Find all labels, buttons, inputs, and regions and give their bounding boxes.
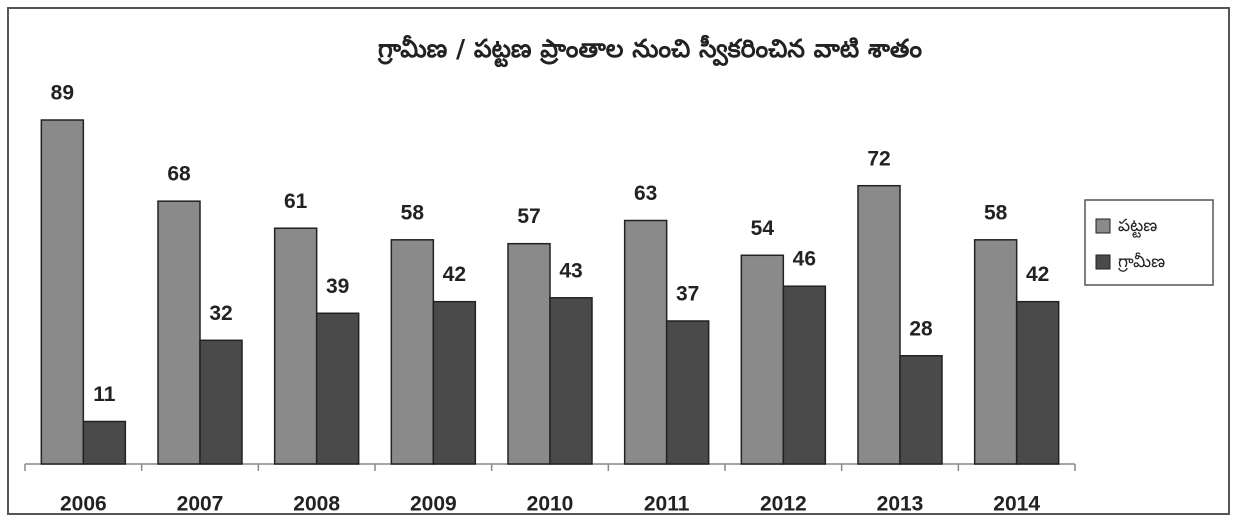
data-label: 43 <box>559 259 582 282</box>
x-tick-label: 2012 <box>760 493 807 516</box>
data-label: 89 <box>51 82 74 105</box>
bar <box>665 320 710 465</box>
x-tick-label: 2014 <box>993 493 1040 516</box>
data-label: 63 <box>634 182 657 205</box>
legend-label: పట్టణ <box>1118 216 1157 238</box>
legend-label: గ్రామీణ <box>1118 252 1165 272</box>
chart-title: గ్రామీణ / పట్టణ ప్రాంతాల నుంచి స్వీకరించ… <box>378 34 923 68</box>
data-label: 11 <box>93 383 116 406</box>
data-label: 39 <box>326 275 349 298</box>
data-label: 32 <box>209 302 232 325</box>
data-label: 58 <box>984 201 1008 224</box>
bar <box>40 119 85 465</box>
legend-box <box>1084 199 1214 286</box>
bar <box>1015 300 1060 465</box>
legend-swatch <box>1095 218 1111 234</box>
bar <box>623 219 668 465</box>
x-tick-label: 2006 <box>60 493 107 516</box>
data-label: 42 <box>1026 263 1049 286</box>
bar <box>199 339 243 465</box>
x-tick-label: 2007 <box>177 493 224 516</box>
data-label: 28 <box>909 317 933 340</box>
x-tick-label: 2010 <box>527 493 574 516</box>
x-tick-label: 2011 <box>644 493 690 516</box>
data-label: 61 <box>284 190 308 213</box>
bar <box>432 300 477 465</box>
bar <box>857 184 901 465</box>
bar <box>390 239 435 465</box>
bar <box>973 239 1018 465</box>
bar <box>507 242 551 465</box>
bar <box>157 200 201 465</box>
data-label: 46 <box>793 248 816 271</box>
bar <box>899 355 943 465</box>
data-label: 57 <box>517 205 540 228</box>
data-label: 54 <box>751 217 775 240</box>
data-label: 37 <box>676 283 699 306</box>
data-label: 72 <box>867 147 890 170</box>
x-tick-label: 2013 <box>877 493 924 516</box>
legend-swatch <box>1095 254 1111 270</box>
x-tick-label: 2008 <box>293 493 340 516</box>
frame <box>7 7 1230 515</box>
bar <box>82 420 127 465</box>
bar <box>549 297 593 465</box>
data-label: 42 <box>443 263 466 286</box>
data-label: 58 <box>401 201 425 224</box>
x-tick-label: 2009 <box>410 493 457 516</box>
bar <box>315 312 360 465</box>
bar <box>273 227 318 465</box>
data-label: 68 <box>167 163 191 186</box>
bar <box>740 254 785 465</box>
bar <box>782 285 827 465</box>
